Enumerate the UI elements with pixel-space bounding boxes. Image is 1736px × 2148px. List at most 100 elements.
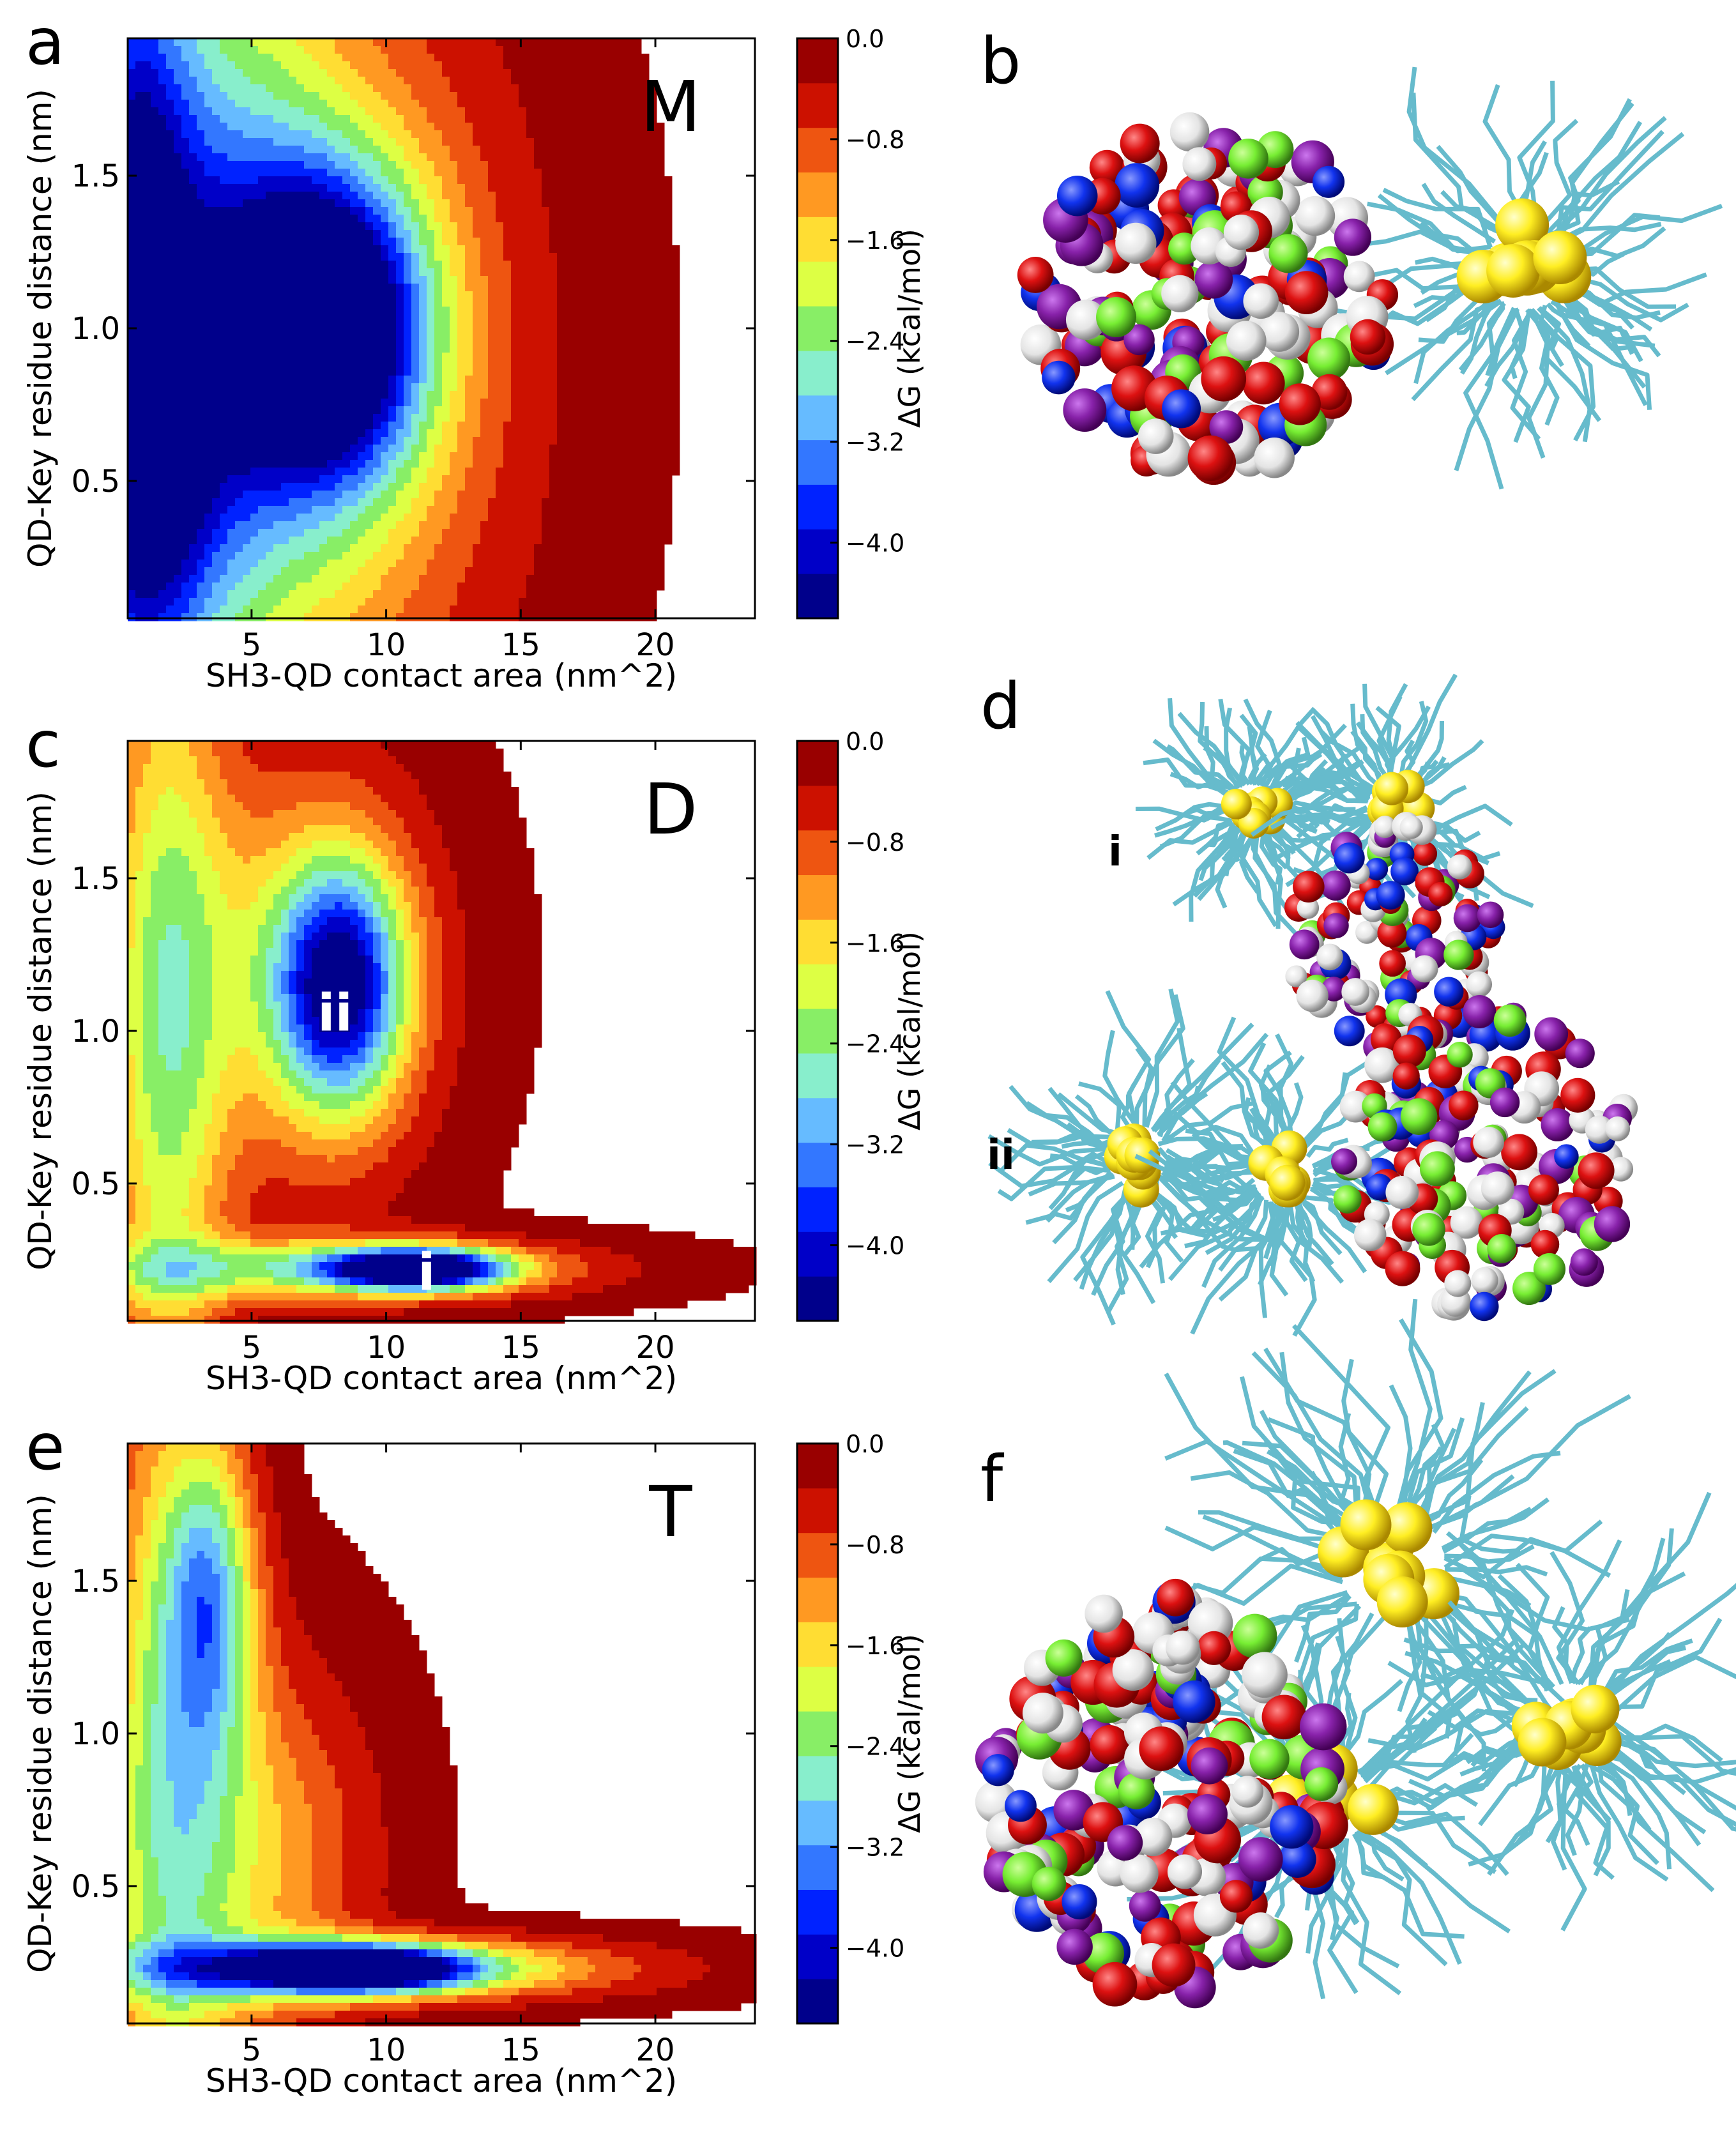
heatmap-cell bbox=[327, 429, 335, 438]
heatmap-cell bbox=[327, 567, 335, 575]
heatmap-cell bbox=[350, 291, 358, 300]
heatmap-cell bbox=[488, 429, 496, 438]
heatmap-cell bbox=[181, 115, 190, 123]
heatmap-cell bbox=[258, 353, 266, 361]
heatmap-cell bbox=[572, 299, 581, 307]
heatmap-cell bbox=[281, 521, 289, 529]
heatmap-cell bbox=[350, 69, 358, 77]
heatmap-cell bbox=[442, 368, 450, 376]
heatmap-cell bbox=[281, 437, 289, 445]
heatmap-cell bbox=[266, 215, 274, 223]
heatmap-cell bbox=[319, 468, 328, 476]
heatmap-cell bbox=[641, 84, 650, 93]
heatmap-cell bbox=[526, 46, 535, 54]
heatmap-cell bbox=[618, 337, 627, 346]
heatmap-cell bbox=[388, 146, 397, 154]
heatmap-cell bbox=[281, 207, 289, 215]
heatmap-cell bbox=[312, 54, 320, 62]
heatmap-cell bbox=[365, 537, 374, 545]
heatmap-cell bbox=[335, 130, 343, 139]
heatmap-cell bbox=[250, 483, 259, 491]
heatmap-cell bbox=[496, 422, 504, 430]
heatmap-cell bbox=[519, 54, 527, 62]
heatmap-cell bbox=[342, 38, 351, 47]
heatmap-cell bbox=[319, 238, 328, 246]
heatmap-cell bbox=[273, 391, 282, 399]
heatmap-cell bbox=[358, 422, 366, 430]
heatmap-cell bbox=[266, 84, 274, 93]
heatmap-cell bbox=[296, 383, 305, 392]
heatmap-cell bbox=[220, 376, 228, 384]
heatmap-cell bbox=[220, 391, 228, 399]
heatmap-cell bbox=[250, 284, 259, 292]
heatmap-cell bbox=[411, 560, 420, 568]
heatmap-cell bbox=[258, 184, 266, 192]
heatmap-cell bbox=[281, 575, 289, 583]
heatmap-cell bbox=[549, 107, 558, 116]
heatmap-cell bbox=[526, 376, 535, 384]
heatmap-cell bbox=[227, 38, 236, 47]
heatmap-cell bbox=[526, 153, 535, 162]
heatmap-cell bbox=[227, 345, 236, 353]
heatmap-cell bbox=[450, 337, 458, 346]
heatmap-cell bbox=[457, 268, 466, 277]
heatmap-cell bbox=[419, 544, 427, 552]
heatmap-cell bbox=[350, 337, 358, 346]
heatmap-cell bbox=[235, 537, 243, 545]
heatmap-cell bbox=[258, 77, 266, 85]
heatmap-cell bbox=[319, 521, 328, 529]
heatmap-cell bbox=[365, 46, 374, 54]
heatmap-cell bbox=[312, 575, 320, 583]
heatmap-cell bbox=[227, 261, 236, 269]
heatmap-cell bbox=[626, 169, 634, 177]
heatmap-cell bbox=[657, 560, 665, 568]
heatmap-cell bbox=[220, 77, 228, 85]
heatmap-cell bbox=[327, 61, 335, 70]
heatmap-cell bbox=[220, 567, 228, 575]
heatmap-cell bbox=[128, 529, 136, 537]
heatmap-cell bbox=[289, 46, 297, 54]
heatmap-cell bbox=[289, 544, 297, 552]
heatmap-cell bbox=[618, 560, 627, 568]
heatmap-cell bbox=[519, 207, 527, 215]
heatmap-cell bbox=[588, 391, 596, 399]
heatmap-cell bbox=[419, 222, 427, 231]
heatmap-cell bbox=[396, 437, 404, 445]
heatmap-cell bbox=[496, 537, 504, 545]
heatmap-cell bbox=[273, 560, 282, 568]
heatmap-cell bbox=[189, 61, 197, 70]
heatmap-cell bbox=[595, 138, 604, 146]
heatmap-cell bbox=[212, 215, 220, 223]
heatmap-cell bbox=[580, 468, 588, 476]
heatmap-cell bbox=[496, 138, 504, 146]
heatmap-cell bbox=[197, 353, 205, 361]
heatmap-cell bbox=[373, 107, 381, 116]
heatmap-cell bbox=[266, 437, 274, 445]
heatmap-cell bbox=[266, 245, 274, 254]
heatmap-cell bbox=[419, 506, 427, 514]
heatmap-cell bbox=[319, 184, 328, 192]
heatmap-cell bbox=[442, 483, 450, 491]
heatmap-cell bbox=[289, 253, 297, 261]
heatmap-cell bbox=[457, 161, 466, 169]
heatmap-cell bbox=[266, 307, 274, 315]
heatmap-cell bbox=[273, 399, 282, 407]
heatmap-cell bbox=[296, 468, 305, 476]
heatmap-cell bbox=[649, 222, 657, 231]
heatmap-cell bbox=[396, 46, 404, 54]
heatmap-cell bbox=[404, 261, 412, 269]
heatmap-cell bbox=[197, 537, 205, 545]
heatmap-cell bbox=[174, 491, 182, 499]
heatmap-cell bbox=[304, 184, 312, 192]
heatmap-cell bbox=[135, 169, 144, 177]
heatmap-cell bbox=[227, 84, 236, 93]
heatmap-cell bbox=[350, 521, 358, 529]
heatmap-cell bbox=[166, 514, 174, 522]
heatmap-cell bbox=[365, 521, 374, 529]
heatmap-cell bbox=[304, 506, 312, 514]
heatmap-cell bbox=[235, 429, 243, 438]
heatmap-cell bbox=[174, 483, 182, 491]
heatmap-cell bbox=[212, 253, 220, 261]
heatmap-cell bbox=[189, 322, 197, 330]
heatmap-cell bbox=[197, 376, 205, 384]
